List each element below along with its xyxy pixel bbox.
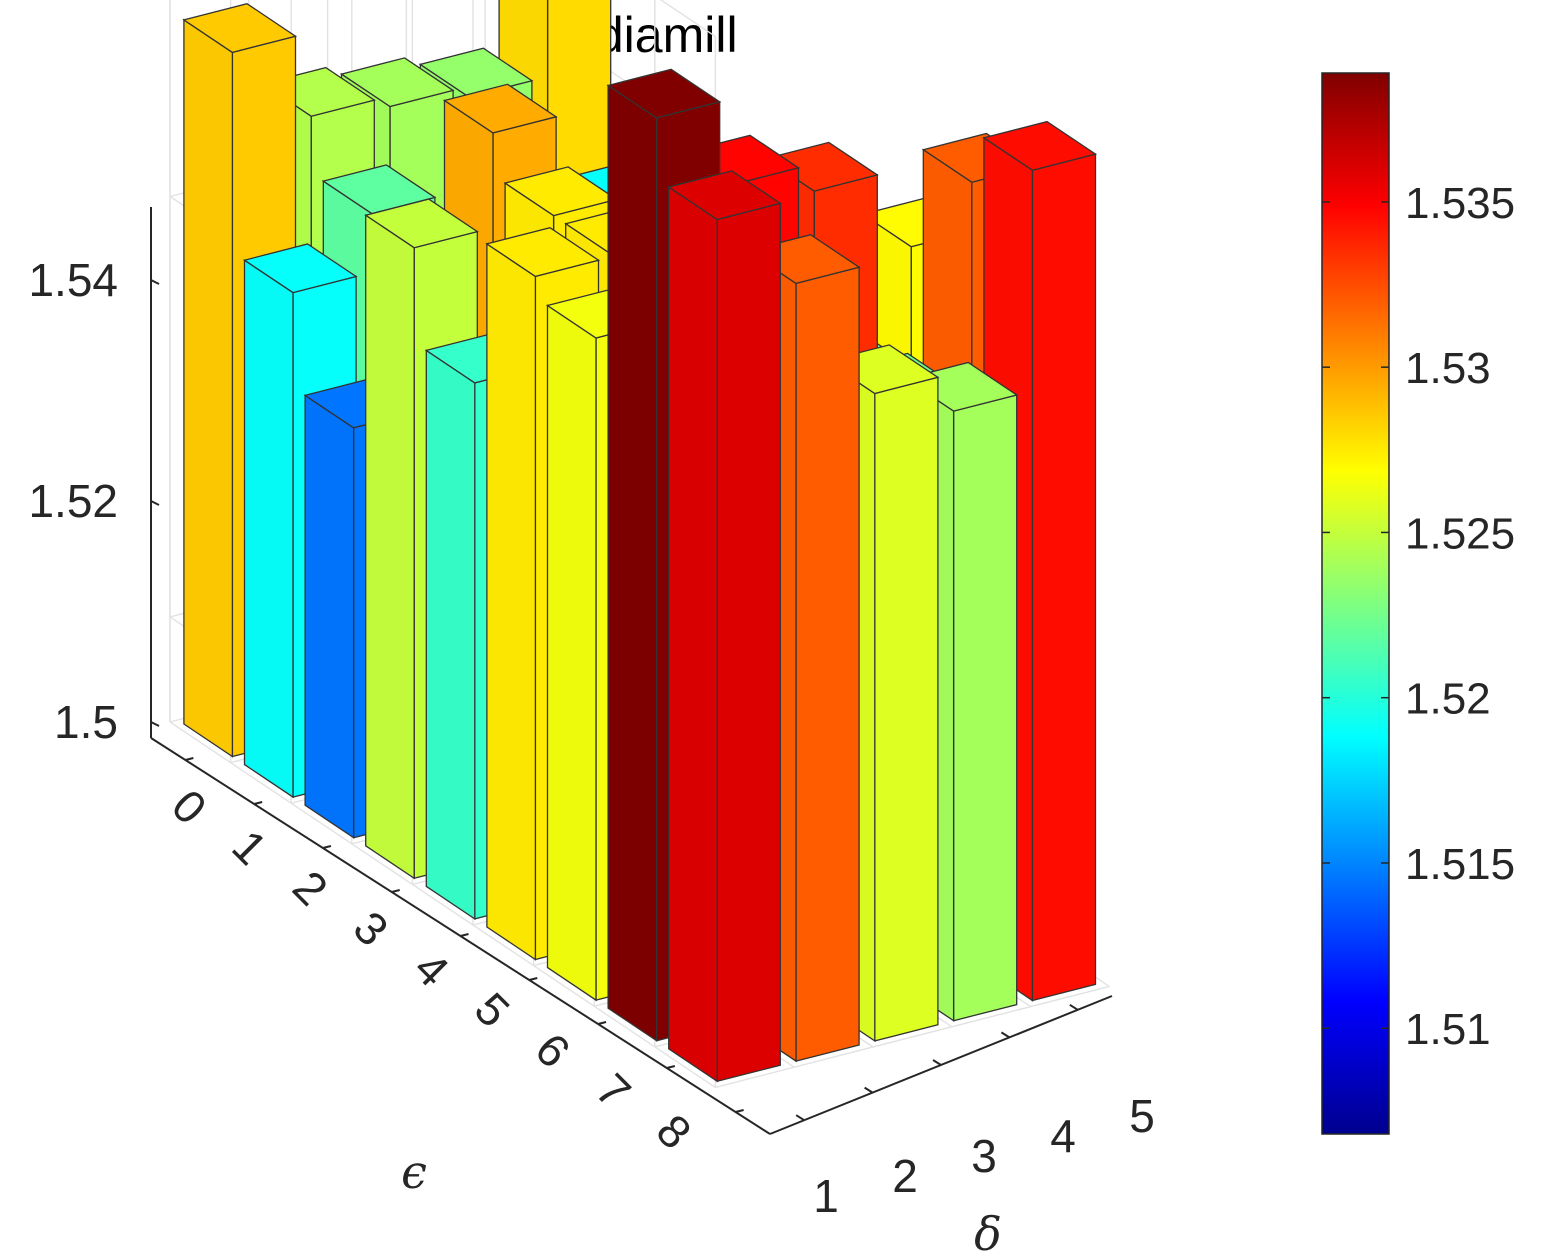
colorbar-tick-label: 1.53: [1405, 344, 1491, 393]
x-tick-label: 1: [813, 1170, 839, 1222]
y-tick-mark: [322, 845, 332, 849]
bar-side-face: [365, 213, 415, 880]
bars: [182, 0, 1098, 1083]
colorbar-rect: [1321, 72, 1390, 1135]
bar-front-face: [1031, 153, 1097, 1002]
y-tick-label: 8: [647, 1104, 702, 1159]
bar-side-face: [546, 304, 597, 1002]
y-tick-mark: [253, 801, 263, 805]
x-tick-label: 3: [971, 1130, 997, 1182]
x-tick-label: 4: [1050, 1110, 1076, 1162]
colorbar-ticks: 1.51 1.515 1.52 1.525 1.53 1.535: [1322, 179, 1515, 1054]
y-tick-mark: [735, 1109, 744, 1113]
bar-front-face: [874, 376, 939, 1042]
bar-top-face: [485, 226, 601, 278]
bar-top-face: [982, 120, 1098, 171]
y-tick-label: 4: [404, 942, 459, 997]
colorbar: 1.51 1.515 1.52 1.525 1.53 1.535: [1321, 72, 1515, 1135]
colorbar-tick-label: 1.525: [1405, 509, 1515, 558]
x-axis-label: δ: [974, 1207, 1002, 1259]
bar-side-face: [668, 185, 718, 1083]
bar-front-face: [795, 266, 860, 1062]
y-tick-mark: [391, 889, 400, 893]
y-tick-label: 0: [162, 779, 217, 834]
y-tick-label: 7: [586, 1063, 641, 1118]
y-axis-label: ϵ: [401, 1145, 427, 1199]
y-tick-label: 2: [283, 860, 338, 915]
colorbar-tick-label: 1.535: [1405, 179, 1515, 228]
x-tick-mark: [1069, 1003, 1079, 1011]
colorbar-tick-label: 1.52: [1405, 675, 1491, 724]
bar-side-face: [243, 258, 294, 799]
bar-top-face: [339, 57, 455, 108]
bar-front-face: [716, 202, 781, 1083]
y-tick-label: 6: [525, 1023, 580, 1078]
bar-top-face: [321, 164, 437, 215]
bar-top-face: [364, 198, 479, 249]
z-tick-mark: [150, 721, 160, 727]
z-tick-label: 1.54: [28, 254, 118, 306]
y-tick-label: 1: [222, 820, 277, 875]
bar-top-face: [606, 68, 722, 119]
bar-side-face: [183, 18, 234, 758]
y-tick-label: 3: [344, 901, 399, 956]
y-tick-mark: [597, 1021, 607, 1025]
z-tick-label: 1.52: [28, 475, 118, 527]
z-tick-mark: [150, 279, 160, 285]
bar-side-face: [607, 84, 658, 1042]
z-tick-label: 1.5: [54, 696, 118, 748]
y-tick-mark: [460, 933, 469, 937]
y-tick-mark: [529, 977, 538, 981]
x-tick-mark: [864, 1086, 874, 1094]
y-tick-label: 5: [465, 982, 520, 1037]
bar: [667, 170, 782, 1083]
x-tick-mark: [932, 1059, 942, 1066]
bar-side-face: [425, 349, 476, 921]
x-tick-mark: [795, 1114, 805, 1122]
x-tick-label: 2: [892, 1150, 918, 1202]
bar-top-face: [182, 2, 298, 54]
z-tick-mark: [150, 500, 160, 506]
bar-top-face: [442, 83, 558, 134]
x-tick-mark: [1000, 1031, 1010, 1039]
colorbar-tick-label: 1.515: [1405, 840, 1515, 889]
bar-side-face: [486, 242, 537, 961]
colorbar-tick-label: 1.51: [1405, 1005, 1491, 1054]
bar-top-face: [242, 243, 358, 294]
y-tick-mark: [666, 1065, 676, 1069]
bar-front-face: [952, 394, 1018, 1022]
x-tick-label: 5: [1129, 1090, 1155, 1142]
bar-top-face: [667, 170, 782, 221]
bar-side-face: [304, 394, 355, 839]
y-tick-mark: [185, 757, 194, 761]
